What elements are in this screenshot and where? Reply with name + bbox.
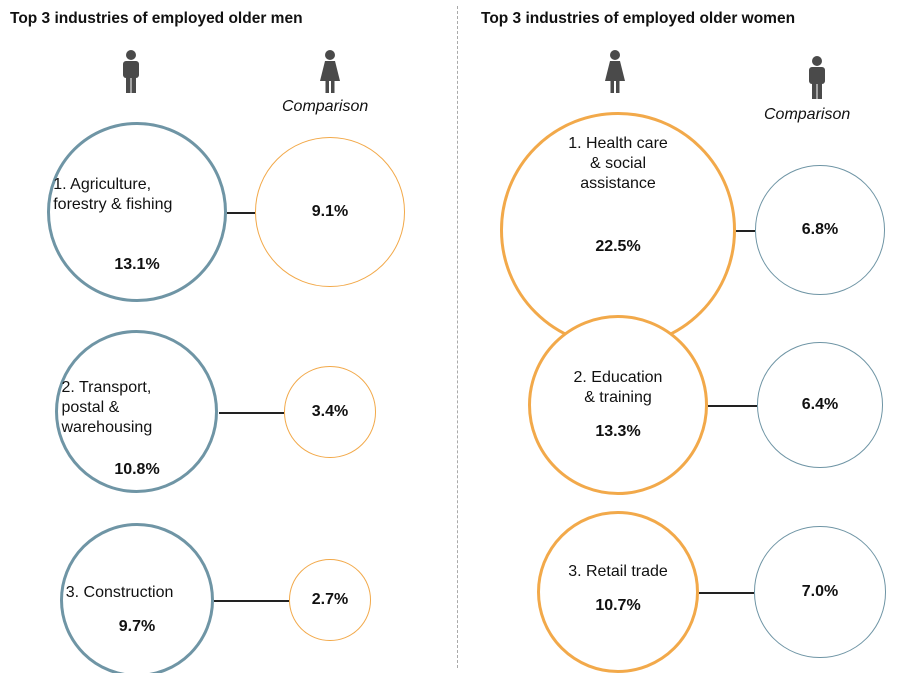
comparison-value-label: 6.8% — [801, 221, 839, 238]
category-label: 1. Agriculture, forestry & fishing — [53, 176, 173, 213]
comparison-bubble — [754, 526, 886, 658]
bubble — [536, 510, 700, 673]
bubble — [500, 112, 736, 348]
value-label: 10.7% — [595, 597, 641, 614]
connector — [214, 600, 290, 602]
value-label: 13.1% — [114, 256, 160, 273]
bubble — [527, 314, 709, 496]
panel-title: Top 3 industries of employed older women — [481, 10, 796, 27]
comparison-value-label: 6.4% — [801, 396, 839, 413]
value-label: 10.8% — [114, 461, 160, 478]
category-label: 3. Construction — [65, 584, 174, 601]
comparison-bubble — [284, 366, 376, 458]
comparison-bubble — [757, 342, 883, 468]
connector — [735, 230, 756, 232]
comparison-value-label: 7.0% — [801, 583, 839, 600]
comparison-label: Comparison — [282, 98, 369, 115]
woman-icon — [605, 50, 625, 93]
category-label: 3. Retail trade — [568, 563, 668, 580]
comparison-value-label: 9.1% — [311, 203, 349, 220]
comparison-value-label: 2.7% — [311, 591, 349, 608]
bubble — [55, 330, 219, 494]
woman-icon — [320, 50, 340, 93]
connector — [708, 405, 758, 407]
man-icon — [809, 56, 825, 99]
category-label: 2. Transport, postal & warehousing — [61, 379, 153, 436]
comparison-bubble — [289, 559, 371, 641]
comparison-label: Comparison — [764, 106, 851, 123]
category-label: 2. Education & training — [573, 369, 663, 406]
man-icon — [123, 50, 139, 93]
connector — [226, 212, 256, 214]
bubble — [59, 522, 215, 673]
bubble — [47, 122, 227, 302]
value-label: 13.3% — [595, 423, 641, 440]
comparison-value-label: 3.4% — [311, 403, 349, 420]
value-label: 22.5% — [595, 238, 641, 255]
connector — [699, 592, 755, 594]
comparison-bubble — [755, 165, 885, 295]
value-label: 9.7% — [118, 618, 156, 635]
connector — [218, 412, 285, 414]
divider — [457, 6, 458, 668]
comparison-bubble — [255, 137, 405, 287]
category-label: 1. Health care & social assistance — [568, 135, 668, 192]
panel-title: Top 3 industries of employed older men — [10, 10, 303, 27]
